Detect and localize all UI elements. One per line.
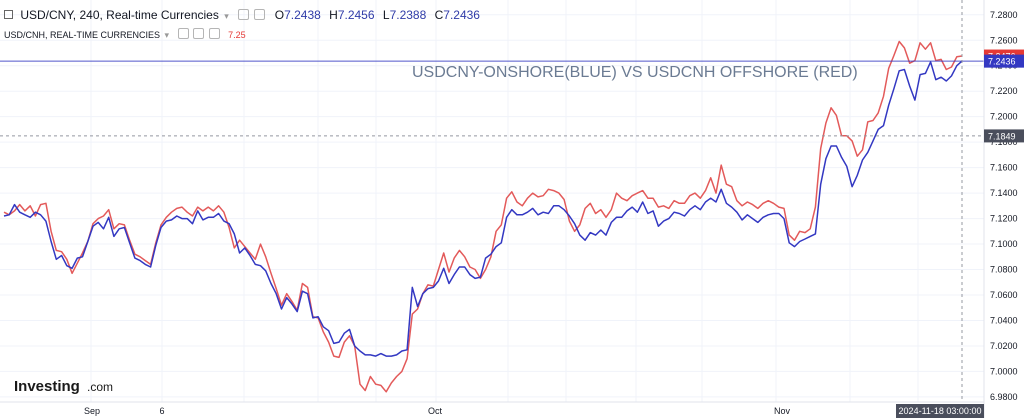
- compare-symbol-title[interactable]: USD/CNH, REAL-TIME CURRENCIES: [4, 30, 161, 40]
- chevron-down-icon[interactable]: ▾: [164, 30, 170, 40]
- y-tick-label: 7.0600: [990, 290, 1018, 300]
- ohlc-close: C7.2436: [434, 8, 480, 22]
- y-tick-label: 7.0200: [990, 341, 1018, 351]
- y-tick-label: 7.2200: [990, 86, 1018, 96]
- investing-logo-suffix: .com: [87, 380, 113, 394]
- chart-annotation: USDCNY-ONSHORE(BLUE) VS USDCNH OFFSHORE …: [412, 64, 858, 81]
- overlays: USDCNY-ONSHORE(BLUE) VS USDCNH OFFSHORE …: [0, 0, 984, 402]
- settings-icon[interactable]: [254, 9, 266, 20]
- usdcny-last-price-label: 7.2436: [988, 57, 1016, 67]
- crosshair-price-label: 7.1849: [988, 131, 1016, 141]
- x-tick-label: Oct: [428, 406, 443, 416]
- header-main: USD/CNY, 240, Real-time Currencies ▾ O7.…: [4, 8, 485, 22]
- ohlc-low: L7.2388: [382, 8, 427, 22]
- y-tick-label: 7.1000: [990, 239, 1018, 249]
- eye-icon[interactable]: [177, 28, 189, 39]
- usdcnh-series-line: [3, 40, 963, 393]
- header-compare: USD/CNH, REAL-TIME CURRENCIES ▾ 7.25: [4, 28, 246, 41]
- x-tick-label: Sep: [84, 406, 100, 416]
- y-tick-label: 7.0800: [990, 265, 1018, 275]
- symbol-title[interactable]: USD/CNY, 240, Real-time Currencies: [20, 8, 219, 22]
- y-tick-label: 7.1200: [990, 214, 1018, 224]
- series-lines: [3, 40, 963, 393]
- y-tick-label: 7.2600: [990, 35, 1018, 45]
- y-tick-label: 7.0400: [990, 315, 1018, 325]
- crosshair-price-label-bg: [984, 129, 1024, 143]
- y-tick-label: 6.9800: [990, 392, 1018, 402]
- ohlc-high: H7.2456: [329, 8, 375, 22]
- collapse-icon[interactable]: [4, 10, 13, 19]
- chevron-down-icon[interactable]: ▾: [224, 11, 229, 21]
- eye-icon[interactable]: [238, 9, 250, 20]
- settings-icon[interactable]: [193, 28, 205, 39]
- x-tick-label: Nov: [774, 406, 791, 416]
- y-tick-label: 7.0000: [990, 366, 1018, 376]
- usdcny-series-line: [3, 60, 963, 357]
- crosshair-time-label: 2024-11-18 03:00:00: [899, 406, 982, 416]
- y-axis: 7.28007.26007.24007.22007.20007.18007.16…: [983, 0, 1024, 418]
- x-tick-label: 6: [159, 406, 164, 416]
- y-tick-label: 7.2000: [990, 112, 1018, 122]
- grid-lines: [0, 0, 984, 402]
- crosshair-time-bg: [896, 404, 984, 418]
- close-icon[interactable]: [208, 28, 220, 39]
- investing-logo: Investing: [14, 378, 80, 395]
- y-tick-label: 7.1600: [990, 163, 1018, 173]
- y-tick-label: 7.1400: [990, 188, 1018, 198]
- x-axis: Sep 6 Oct Nov 2024-11-18 03:00:00: [0, 401, 984, 418]
- usdcny-last-price-label-bg: [984, 54, 1024, 68]
- ohlc-open: O7.2438: [274, 8, 321, 22]
- compare-value: 7.25: [228, 30, 246, 40]
- y-tick-label: 7.2800: [990, 10, 1018, 20]
